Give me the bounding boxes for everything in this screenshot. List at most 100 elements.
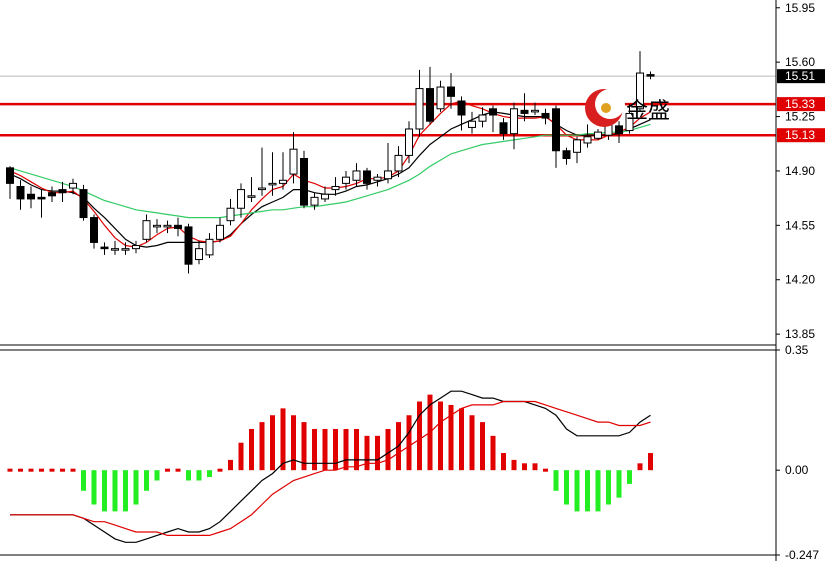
- macd-histogram-bar: [574, 470, 580, 512]
- price-tick-label: 14.55: [785, 218, 815, 232]
- candle: [279, 152, 287, 190]
- candle: [447, 73, 455, 109]
- candle: [300, 150, 308, 209]
- price-tick-label: 14.90: [785, 164, 815, 178]
- macd-histogram-bar: [648, 453, 653, 471]
- candle: [331, 177, 340, 196]
- candle: [195, 240, 203, 265]
- candle-body-down: [58, 189, 67, 194]
- candle-body-up: [321, 193, 329, 200]
- candle: [258, 147, 266, 196]
- candle-body-up: [594, 131, 602, 139]
- last-price-badge: [777, 69, 825, 84]
- macd-histogram-bar: [627, 470, 632, 484]
- macd-histogram-bar: [343, 428, 349, 471]
- macd-histogram-bar: [364, 435, 370, 471]
- macd-histogram-bar: [91, 470, 97, 505]
- candle-body-down: [363, 170, 371, 184]
- candle-body-up: [205, 238, 214, 256]
- candle-body-up: [216, 224, 224, 240]
- macd-histogram-bar: [301, 422, 307, 471]
- candle: [394, 146, 403, 178]
- candle: [363, 167, 371, 190]
- macd-histogram-bar: [102, 470, 107, 512]
- macd-histogram-bar: [585, 470, 590, 512]
- candle-body-down: [426, 88, 434, 122]
- candle-body-down: [79, 189, 88, 219]
- candle: [205, 233, 214, 258]
- macd-histogram-bar: [532, 463, 538, 471]
- candle-body-down: [520, 109, 529, 114]
- candle: [174, 217, 182, 237]
- macd-histogram-bar: [333, 428, 338, 471]
- candle: [468, 111, 476, 134]
- candle: [426, 66, 434, 125]
- candle: [132, 240, 140, 254]
- macd-histogram-bar: [354, 428, 359, 471]
- macd-tick-label: 0.35: [785, 343, 809, 357]
- macd-histogram-bar: [249, 428, 254, 471]
- candle-body-down: [562, 150, 571, 160]
- candle-body-down: [300, 158, 308, 206]
- macd-histogram-bar: [186, 470, 191, 481]
- candle-body-up: [310, 196, 319, 206]
- candle-body-down: [447, 86, 455, 97]
- signal-line: [10, 400, 651, 537]
- candle-body-up: [121, 248, 130, 251]
- macd-histogram-bar: [438, 401, 443, 471]
- macd-tick-label: 0.00: [785, 463, 809, 477]
- level-label: 15.13: [785, 128, 815, 142]
- macd-histogram-bar: [112, 470, 118, 512]
- candle-body-up: [331, 185, 340, 191]
- candle-body-up: [69, 182, 77, 189]
- candle: [153, 219, 161, 234]
- candle: [510, 102, 518, 150]
- candle: [69, 178, 77, 195]
- macd-histogram-bar: [144, 470, 149, 491]
- macd-histogram-bar: [322, 428, 328, 471]
- macd-histogram-bar: [595, 470, 601, 512]
- candle-body-up: [289, 148, 298, 175]
- candle-body-up: [436, 86, 445, 110]
- candle: [583, 124, 592, 148]
- candle-body-down: [90, 217, 98, 243]
- candle: [457, 96, 466, 131]
- macd-histogram-bar: [469, 415, 475, 471]
- macd-histogram-bar: [553, 470, 559, 491]
- macd-histogram-bar: [154, 470, 160, 481]
- macd-histogram-bar: [448, 404, 454, 471]
- macd-histogram-bar: [18, 468, 23, 472]
- macd-pane: [7, 390, 653, 543]
- macd-histogram-bar: [511, 459, 517, 471]
- candle: [16, 180, 25, 210]
- macd-histogram-bar: [417, 401, 422, 471]
- macd-histogram-bar: [522, 463, 527, 471]
- candle: [216, 217, 224, 243]
- macd-histogram-bar: [60, 468, 65, 472]
- candle: [163, 220, 172, 234]
- macd-histogram-bar: [165, 468, 170, 472]
- candle: [636, 51, 644, 112]
- candle: [111, 240, 119, 255]
- macd-histogram-bar: [385, 428, 391, 471]
- candle-body-down: [457, 100, 466, 116]
- candle-body-up: [384, 170, 392, 180]
- candle: [142, 214, 151, 243]
- candle-body-down: [100, 246, 109, 250]
- candle-body-up: [625, 112, 634, 132]
- macd-histogram-bar: [7, 468, 13, 472]
- price-tick-label: 15.60: [785, 55, 815, 69]
- candle: [310, 192, 319, 210]
- candle: [499, 118, 508, 140]
- candle-body-up: [258, 187, 266, 191]
- candle: [594, 128, 602, 140]
- candle-body-up: [352, 170, 361, 181]
- price-tick-label: 15.25: [785, 110, 815, 124]
- candle: [384, 142, 392, 184]
- level-label: 15.33: [785, 97, 815, 111]
- candle-body-up: [342, 176, 350, 184]
- candle-body-up: [573, 139, 581, 153]
- candle-body-up: [111, 248, 119, 251]
- price-tick-label: 13.85: [785, 327, 815, 341]
